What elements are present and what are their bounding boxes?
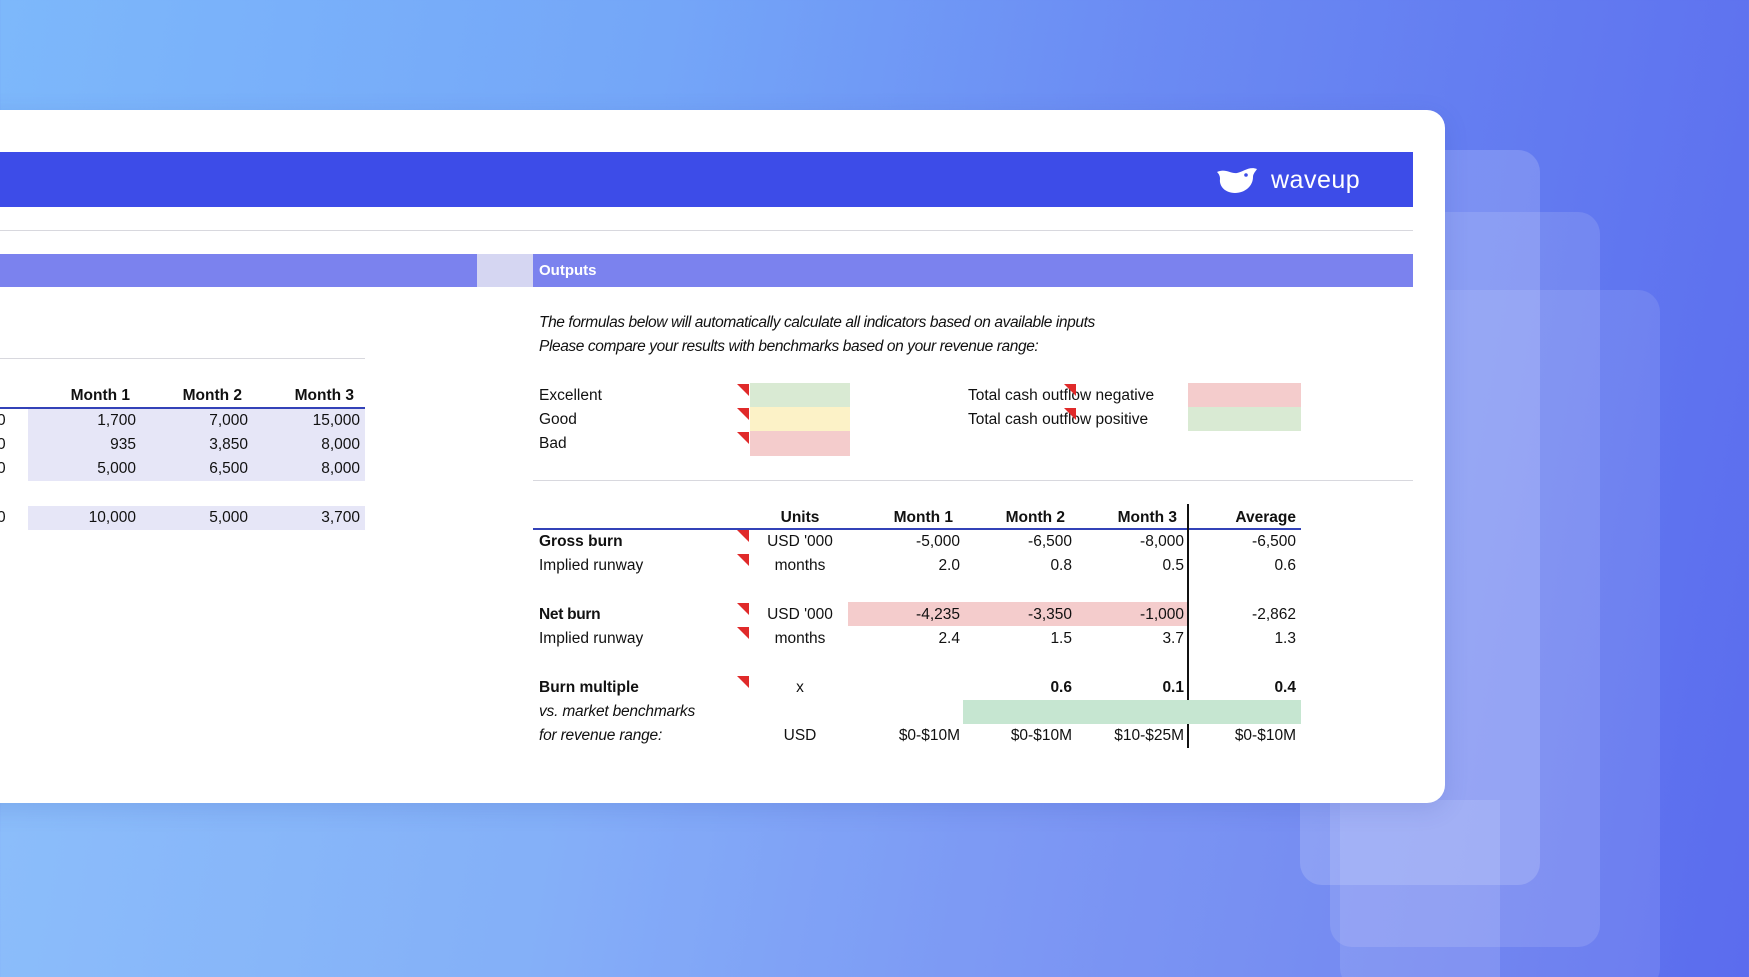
inputs-cell[interactable]: 15,000 bbox=[252, 412, 360, 430]
comment-flag-icon[interactable] bbox=[737, 530, 749, 542]
divider bbox=[0, 230, 1413, 231]
outputs-note-line-2: Please compare your results with benchma… bbox=[539, 338, 1038, 356]
comment-flag-icon[interactable] bbox=[737, 432, 749, 444]
implied-runway-average: 1.3 bbox=[1190, 630, 1296, 648]
implied-runway-units: months bbox=[755, 557, 845, 575]
comment-flag-icon[interactable] bbox=[737, 676, 749, 688]
implied-runway-month-2: 1.5 bbox=[960, 630, 1072, 648]
implied-runway-label: Implied runway bbox=[539, 557, 643, 575]
comment-flag-icon[interactable] bbox=[737, 554, 749, 566]
revenue-range-average: $0-$10M bbox=[1190, 727, 1296, 745]
outputs-note-line-1: The formulas below will automatically ca… bbox=[539, 314, 1095, 332]
inputs-cell[interactable]: 1,700 bbox=[28, 412, 136, 430]
cash-swatch-negative bbox=[1188, 383, 1301, 407]
burn-multiple-month-2: 0.6 bbox=[960, 679, 1072, 697]
legend-label-good: Good bbox=[539, 411, 577, 429]
inputs-row-edge: 0 bbox=[0, 436, 6, 454]
header-month-3: Month 3 bbox=[1072, 509, 1177, 527]
inputs-row-edge: 0 bbox=[0, 412, 6, 430]
header-month-2: Month 2 bbox=[960, 509, 1065, 527]
inputs-header-month-1: Month 1 bbox=[28, 387, 130, 405]
net-burn-label: Net burn bbox=[539, 606, 600, 624]
cash-legend-positive: Total cash outflow positive bbox=[968, 411, 1148, 429]
legend-label-excellent: Excellent bbox=[539, 387, 602, 405]
comment-flag-icon[interactable] bbox=[737, 627, 749, 639]
inputs-cell[interactable]: 5,000 bbox=[140, 509, 248, 527]
implied-runway-month-2: 0.8 bbox=[960, 557, 1072, 575]
legend-label-bad: Bad bbox=[539, 435, 567, 453]
inputs-section-bar bbox=[0, 254, 477, 287]
implied-runway-month-3: 0.5 bbox=[1072, 557, 1184, 575]
burn-multiple-month-3: 0.1 bbox=[1072, 679, 1184, 697]
net-burn-units: USD '000 bbox=[755, 606, 845, 624]
burn-multiple-units: x bbox=[755, 679, 845, 697]
legend-swatch-good bbox=[750, 407, 850, 431]
burn-multiple-average: 0.4 bbox=[1190, 679, 1296, 697]
implied-runway-units: months bbox=[755, 630, 845, 648]
inputs-row-edge: 0 bbox=[0, 460, 6, 478]
comment-flag-icon[interactable] bbox=[737, 408, 749, 420]
section-gap bbox=[477, 254, 533, 287]
table-header-rule bbox=[533, 528, 1301, 530]
brand-name: waveup bbox=[1271, 166, 1360, 195]
revenue-range-label: for revenue range: bbox=[539, 727, 662, 745]
inputs-cell[interactable]: 935 bbox=[28, 436, 136, 454]
background-band bbox=[0, 800, 1500, 977]
gross-burn-month-3: -8,000 bbox=[1072, 533, 1184, 551]
comment-flag-icon[interactable] bbox=[737, 603, 749, 615]
inputs-row-edge: 0 bbox=[0, 509, 6, 527]
inputs-cell[interactable]: 10,000 bbox=[28, 509, 136, 527]
inputs-cell[interactable]: 6,500 bbox=[140, 460, 248, 478]
revenue-range-month-2: $0-$10M bbox=[960, 727, 1072, 745]
outputs-section-bar bbox=[533, 254, 1413, 287]
gross-burn-month-1: -5,000 bbox=[848, 533, 960, 551]
gross-burn-average: -6,500 bbox=[1190, 533, 1296, 551]
outputs-divider bbox=[533, 480, 1413, 481]
header-units: Units bbox=[755, 509, 845, 527]
inputs-cell[interactable]: 3,700 bbox=[252, 509, 360, 527]
benchmarks-label: vs. market benchmarks bbox=[539, 703, 695, 721]
legend-swatch-excellent bbox=[750, 383, 850, 407]
cash-swatch-positive bbox=[1188, 407, 1301, 431]
gross-burn-month-2: -6,500 bbox=[960, 533, 1072, 551]
benchmark-highlight bbox=[963, 700, 1301, 724]
inputs-header-month-2: Month 2 bbox=[140, 387, 242, 405]
net-burn-month-3: -1,000 bbox=[1072, 606, 1184, 624]
revenue-range-month-1: $0-$10M bbox=[848, 727, 960, 745]
inputs-divider bbox=[0, 358, 365, 359]
net-burn-month-1: -4,235 bbox=[848, 606, 960, 624]
bird-icon bbox=[1215, 166, 1259, 194]
implied-runway-label: Implied runway bbox=[539, 630, 643, 648]
header-average: Average bbox=[1190, 509, 1296, 527]
comment-flag-icon[interactable] bbox=[737, 384, 749, 396]
implied-runway-month-1: 2.4 bbox=[848, 630, 960, 648]
outputs-section-title: Outputs bbox=[539, 262, 597, 279]
implied-runway-month-3: 3.7 bbox=[1072, 630, 1184, 648]
cash-legend-negative: Total cash outflow negative bbox=[968, 387, 1154, 405]
legend-swatch-bad bbox=[750, 431, 850, 456]
inputs-cell[interactable]: 7,000 bbox=[140, 412, 248, 430]
implied-runway-average: 0.6 bbox=[1190, 557, 1296, 575]
net-burn-month-2: -3,350 bbox=[960, 606, 1072, 624]
gross-burn-label: Gross burn bbox=[539, 533, 623, 551]
inputs-cell[interactable]: 5,000 bbox=[28, 460, 136, 478]
inputs-cell[interactable]: 3,850 bbox=[140, 436, 248, 454]
brand-logo: waveup bbox=[1215, 162, 1360, 198]
comment-flag-icon[interactable] bbox=[1064, 384, 1076, 396]
implied-runway-month-1: 2.0 bbox=[848, 557, 960, 575]
net-burn-average: -2,862 bbox=[1190, 606, 1296, 624]
header-bar bbox=[0, 152, 1413, 207]
inputs-cell[interactable]: 8,000 bbox=[252, 460, 360, 478]
gross-burn-units: USD '000 bbox=[755, 533, 845, 551]
header-month-1: Month 1 bbox=[848, 509, 953, 527]
revenue-range-month-3: $10-$25M bbox=[1072, 727, 1184, 745]
burn-multiple-label: Burn multiple bbox=[539, 679, 639, 697]
inputs-header-month-3: Month 3 bbox=[252, 387, 354, 405]
inputs-cell[interactable]: 8,000 bbox=[252, 436, 360, 454]
comment-flag-icon[interactable] bbox=[1064, 408, 1076, 420]
revenue-range-units: USD bbox=[755, 727, 845, 745]
